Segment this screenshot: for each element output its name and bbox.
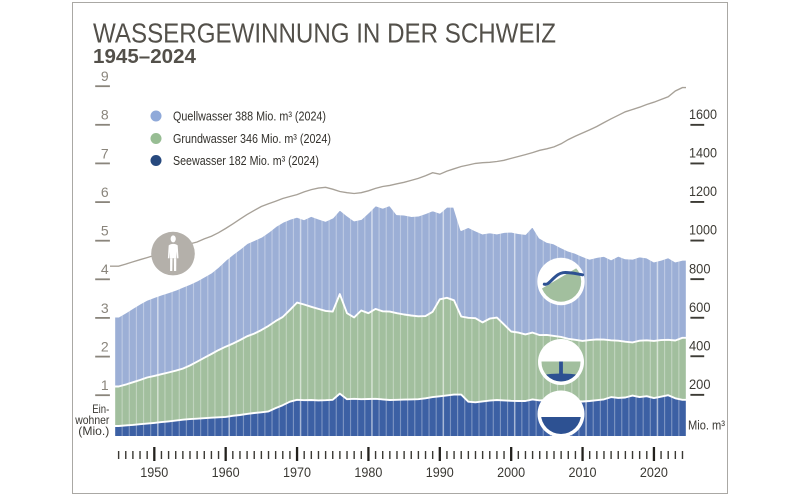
svg-text:1: 1 xyxy=(101,377,109,393)
svg-text:8: 8 xyxy=(101,107,109,123)
svg-text:7: 7 xyxy=(101,145,109,161)
svg-text:1600: 1600 xyxy=(689,106,717,122)
svg-text:wohner: wohner xyxy=(74,413,109,427)
svg-text:1200: 1200 xyxy=(689,183,717,199)
svg-text:2010: 2010 xyxy=(569,465,597,480)
svg-text:Ein-: Ein- xyxy=(92,402,109,416)
svg-text:Grundwasser 346 Mio. m³ (2024): Grundwasser 346 Mio. m³ (2024) xyxy=(173,131,331,146)
svg-text:6: 6 xyxy=(101,184,109,200)
svg-text:800: 800 xyxy=(689,260,711,276)
svg-text:Quellwasser 388 Mio. m³ (2024): Quellwasser 388 Mio. m³ (2024) xyxy=(173,109,326,124)
svg-text:1000: 1000 xyxy=(689,222,717,238)
svg-text:1990: 1990 xyxy=(426,465,454,480)
svg-text:(Mio.): (Mio.) xyxy=(78,424,109,438)
svg-text:2: 2 xyxy=(101,339,109,355)
svg-text:5: 5 xyxy=(101,223,109,239)
svg-text:1980: 1980 xyxy=(354,465,382,480)
svg-text:3: 3 xyxy=(101,300,109,316)
svg-text:WASSERGEWINNUNG IN DER SCHWEIZ: WASSERGEWINNUNG IN DER SCHWEIZ xyxy=(93,18,556,49)
svg-text:9: 9 xyxy=(101,68,109,84)
svg-text:1400: 1400 xyxy=(689,145,717,161)
svg-text:600: 600 xyxy=(689,299,711,315)
svg-text:2000: 2000 xyxy=(497,465,525,480)
svg-text:Seewasser 182 Mio. m³ (2024): Seewasser 182 Mio. m³ (2024) xyxy=(173,153,319,168)
svg-text:200: 200 xyxy=(689,376,711,392)
svg-text:1950: 1950 xyxy=(140,465,168,480)
svg-text:1960: 1960 xyxy=(212,465,240,480)
svg-text:1945–2024: 1945–2024 xyxy=(93,45,197,68)
svg-text:Mio. m³: Mio. m³ xyxy=(688,419,725,433)
svg-text:4: 4 xyxy=(101,261,109,277)
svg-text:1970: 1970 xyxy=(283,465,311,480)
svg-text:400: 400 xyxy=(689,337,711,353)
svg-text:2020: 2020 xyxy=(640,465,668,480)
